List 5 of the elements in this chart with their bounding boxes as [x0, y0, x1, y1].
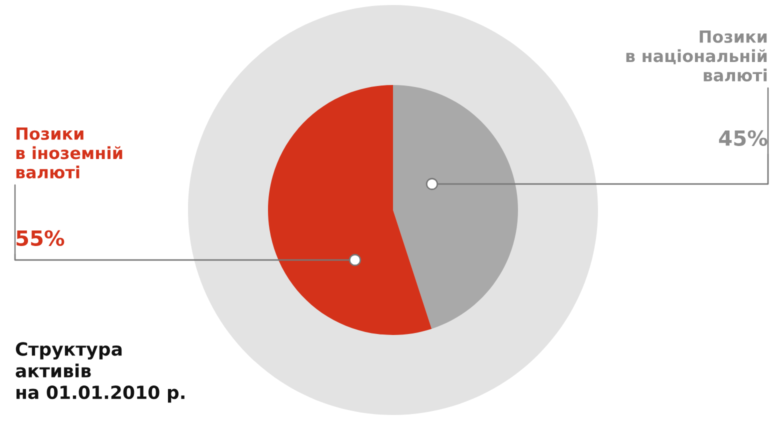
slice-label: Позики в іноземній валюті — [16, 128, 122, 178]
text: Структура активів на 01.01.2010 р. — [16, 342, 184, 403]
data-label: 45% — [719, 130, 768, 146]
slice-label: Позики в національній валюті — [626, 30, 767, 82]
data-label: 55% — [16, 230, 64, 246]
